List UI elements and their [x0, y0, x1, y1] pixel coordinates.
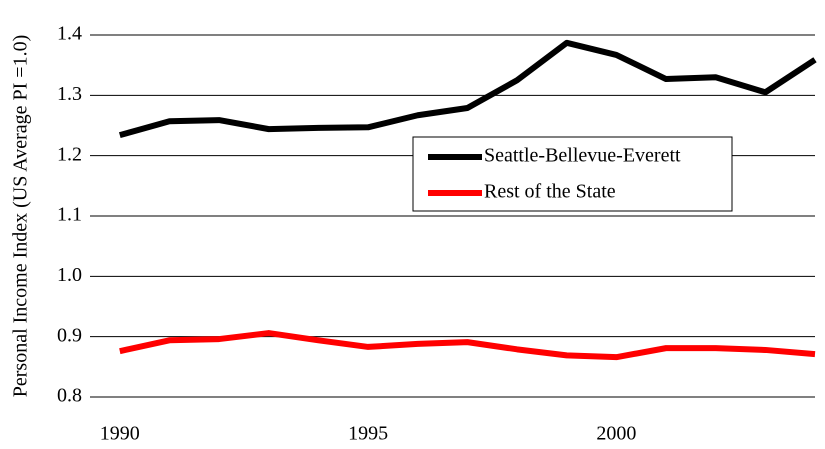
series-line: [118, 39, 817, 139]
legend-label: Seattle-Bellevue-Everett: [484, 145, 681, 167]
y-tick-label: 1.0: [57, 264, 82, 286]
y-tick-label: 1.4: [57, 23, 82, 45]
x-tick-label: 1995: [348, 423, 388, 445]
y-tick-label: 1.1: [57, 204, 82, 226]
y-axis-label: Personal Income Index (US Average PI =1.…: [10, 35, 32, 397]
y-tick-label: 0.8: [57, 385, 82, 407]
legend-box: [412, 136, 733, 212]
series-line: [119, 330, 816, 361]
legend-label: Rest of the State: [484, 181, 616, 203]
y-tick-label: 0.9: [57, 324, 82, 346]
x-tick-label: 2000: [596, 423, 636, 445]
x-tick-label: 1990: [100, 423, 140, 445]
y-tick-label: 1.3: [57, 83, 82, 105]
y-tick-label: 1.2: [57, 143, 82, 165]
